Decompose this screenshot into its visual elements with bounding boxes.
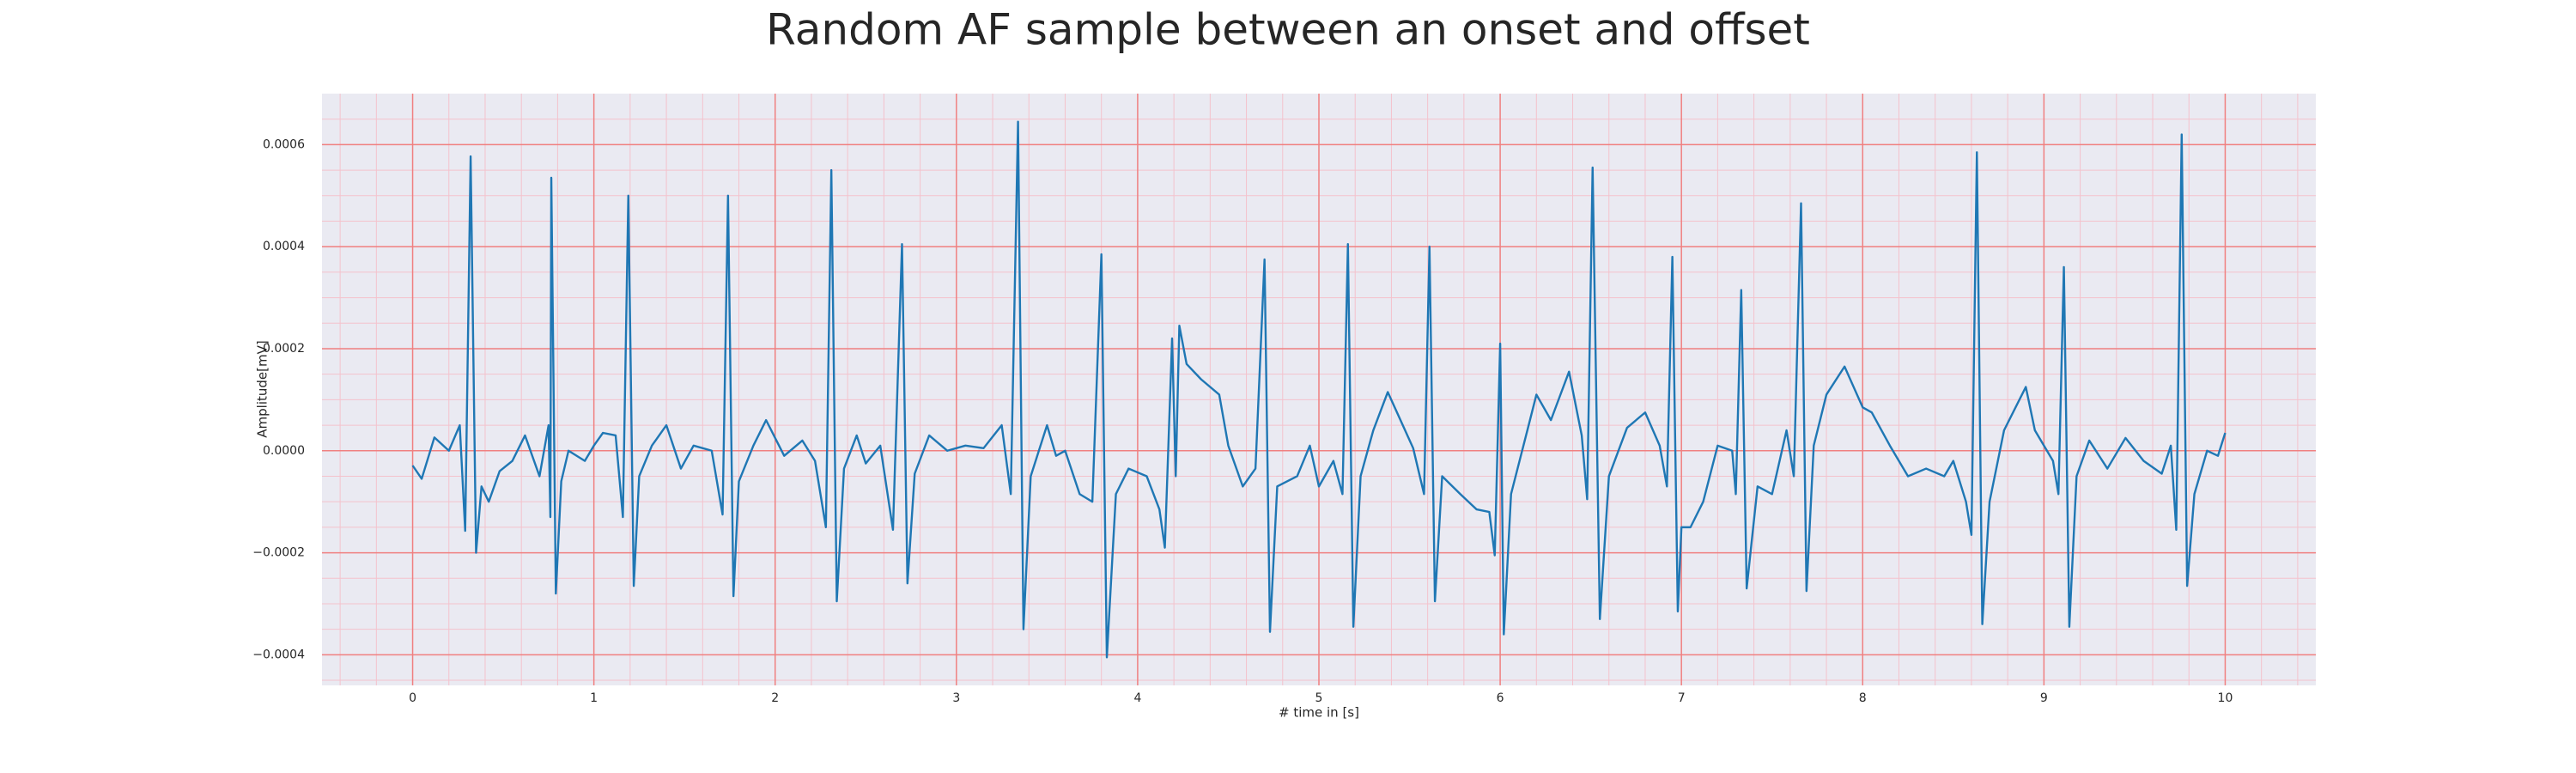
- x-tick-label: 1: [590, 691, 598, 705]
- x-tick-label: 5: [1315, 691, 1323, 705]
- x-tick-label: 2: [771, 691, 779, 705]
- x-axis-label: # time in [s]: [1279, 705, 1359, 721]
- y-tick-label: 0.0004: [263, 240, 305, 253]
- signal-line: [411, 120, 2227, 659]
- x-tick-label: 0: [409, 691, 416, 705]
- y-axis-label: Amplitude[mV]: [255, 340, 270, 437]
- y-tick-label: −0.0004: [252, 648, 305, 661]
- y-tick-label: 0.0002: [263, 342, 305, 356]
- x-tick-label: 3: [952, 691, 960, 705]
- y-tick-label: −0.0002: [252, 546, 305, 560]
- x-tick-label: 9: [2040, 691, 2048, 705]
- y-tick-label: 0.0000: [263, 444, 305, 458]
- chart-title: Random AF sample between an onset and of…: [766, 5, 1810, 55]
- x-tick-label: 8: [1859, 691, 1867, 705]
- x-tick-label: 6: [1497, 691, 1504, 705]
- x-tick-label: 7: [1678, 691, 1686, 705]
- x-tick-label: 4: [1133, 691, 1141, 705]
- y-tick-label: 0.0006: [263, 137, 305, 151]
- x-tick-label: 10: [2218, 691, 2233, 705]
